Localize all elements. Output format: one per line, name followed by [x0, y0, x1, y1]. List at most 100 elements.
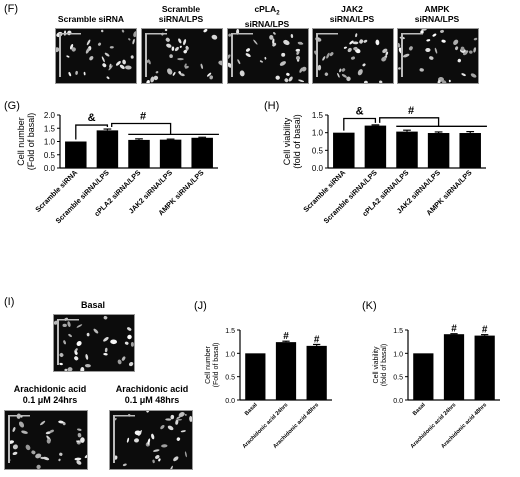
y-axis-label: Cell viability	[282, 117, 292, 165]
micrograph-aa-48hrs	[109, 410, 193, 470]
scale-bar	[8, 415, 10, 463]
y-tick-label: 0.0	[44, 164, 56, 173]
y-tick-label: 1.0	[393, 351, 403, 358]
x-category-label: Basal	[412, 402, 427, 417]
y-tick-label: 1.5	[225, 328, 235, 335]
bar	[443, 334, 465, 400]
bar	[128, 139, 150, 168]
bar	[333, 132, 355, 168]
bar	[427, 133, 450, 168]
significance-marker: #	[482, 325, 488, 336]
cell-texture	[398, 29, 478, 83]
scale-bar	[57, 319, 79, 321]
scale-bar	[59, 33, 61, 77]
cell-texture	[56, 29, 136, 80]
y-tick-label: 1.5	[44, 124, 56, 133]
x-category-label: Scramble siRNA/LPS	[322, 168, 379, 225]
scale-bar	[231, 33, 253, 35]
y-tick-label: 1.0	[312, 129, 324, 138]
y-axis-label: Cell number	[205, 345, 212, 383]
chart-j: (J) 0.0 0.5 1.0 1.5 Cell number (Fold of basal…	[194, 300, 332, 450]
cell-texture	[113, 411, 192, 469]
y-axis-label: (fold of basal)	[381, 344, 388, 386]
significance-marker: #	[140, 110, 146, 122]
y-tick-label: 0.5	[312, 146, 324, 155]
y-tick-label: 0.5	[44, 151, 56, 160]
y-tick-label: 0.0	[225, 398, 235, 405]
scale-bar	[401, 33, 403, 77]
significance-bracket	[111, 122, 172, 135]
panel-f-label-2: Scramble siRNA/LPS	[158, 4, 204, 24]
bar	[474, 335, 495, 400]
significance-marker: &	[356, 106, 364, 118]
micrograph-scramble-sirna-lps	[141, 28, 223, 84]
y-tick-label: 1.5	[312, 111, 324, 120]
significance-marker: #	[283, 331, 289, 342]
y-tick-label: 2.0	[44, 111, 56, 120]
scale-bar	[231, 33, 233, 77]
y-tick-label: 1.0	[225, 351, 235, 358]
significance-bracket	[75, 124, 109, 140]
y-axis-label: (Fold of basal)	[213, 343, 220, 388]
basal-label: Basal	[80, 300, 106, 310]
significance-marker: #	[451, 324, 457, 335]
y-axis-label: Cell viability	[373, 346, 380, 383]
micrograph-aa-24hrs	[4, 410, 88, 470]
aa-24hrs-label: Arachidonic acid 0.1 μM 24hrs	[13, 384, 87, 405]
bar	[364, 125, 387, 168]
scale-bar	[145, 33, 167, 35]
bar	[65, 141, 87, 168]
chart-h: (H) 0.0 0.5 1.0 1.5 Cell viability (fold of ba…	[264, 100, 487, 225]
bar	[306, 345, 327, 400]
bar	[275, 342, 297, 400]
bar	[413, 353, 434, 400]
scale-bar	[8, 415, 30, 417]
micrograph-cpla2-sirna-lps	[227, 28, 309, 84]
panel-letter: (H)	[264, 100, 279, 112]
y-axis-label: (fold of basal)	[292, 114, 302, 169]
bar	[245, 353, 266, 400]
bar	[96, 130, 119, 168]
scale-bar	[401, 33, 423, 35]
cell-texture	[228, 29, 307, 83]
cell-texture	[8, 413, 87, 469]
panel-letter: (J)	[194, 300, 207, 312]
y-axis-label: (Fold of basal)	[26, 113, 36, 171]
significance-marker: #	[314, 334, 320, 345]
significance-marker: &	[88, 112, 96, 124]
panel-i-letter: (I)	[4, 296, 15, 308]
scale-bar	[113, 415, 115, 463]
scale-bar	[316, 33, 318, 77]
bar	[396, 131, 418, 168]
micrograph-basal	[53, 314, 135, 372]
y-tick-label: 0.5	[393, 375, 403, 382]
scale-bar	[59, 33, 81, 35]
scale-bar	[316, 33, 338, 35]
chart-k: (K) 0.0 0.5 1.0 1.5 Cell viability (fold of ba…	[362, 300, 500, 450]
y-axis-label: Cell number	[16, 117, 26, 166]
panel-f-letter: (F)	[4, 3, 19, 15]
y-tick-label: 0.5	[225, 375, 235, 382]
bar	[459, 133, 481, 168]
bar	[159, 139, 182, 168]
x-category-label: Scramble siRNA/LPS	[54, 168, 111, 225]
scale-bar	[113, 415, 135, 417]
panel-f-label-4: JAK2 siRNA/LPS	[329, 4, 375, 24]
significance-bracket	[379, 117, 440, 127]
y-tick-label: 0.0	[393, 398, 403, 405]
scale-bar	[145, 33, 147, 77]
cell-texture	[314, 33, 389, 83]
chart-g: (G) 0.0 0.5 1.0 1.5 2.0 Cell number (Fold of ba…	[4, 100, 219, 225]
micrograph-scramble-sirna	[55, 28, 137, 84]
panel-letter: (G)	[4, 100, 20, 112]
panel-f-label-1: Scramble siRNA	[57, 14, 125, 24]
cell-texture	[54, 315, 134, 371]
y-tick-label: 0.0	[312, 164, 324, 173]
aa-48hrs-label: Arachidonic acid 0.1 μM 48hrs	[115, 384, 189, 405]
panel-f-label-5: AMPK siRNA/LPS	[414, 4, 460, 24]
significance-bracket	[343, 117, 377, 131]
panel-letter: (K)	[362, 300, 377, 312]
y-tick-label: 1.0	[44, 138, 56, 147]
bar	[191, 137, 213, 168]
panel-f-label-3: cPLA2 siRNA/LPS	[244, 4, 290, 29]
